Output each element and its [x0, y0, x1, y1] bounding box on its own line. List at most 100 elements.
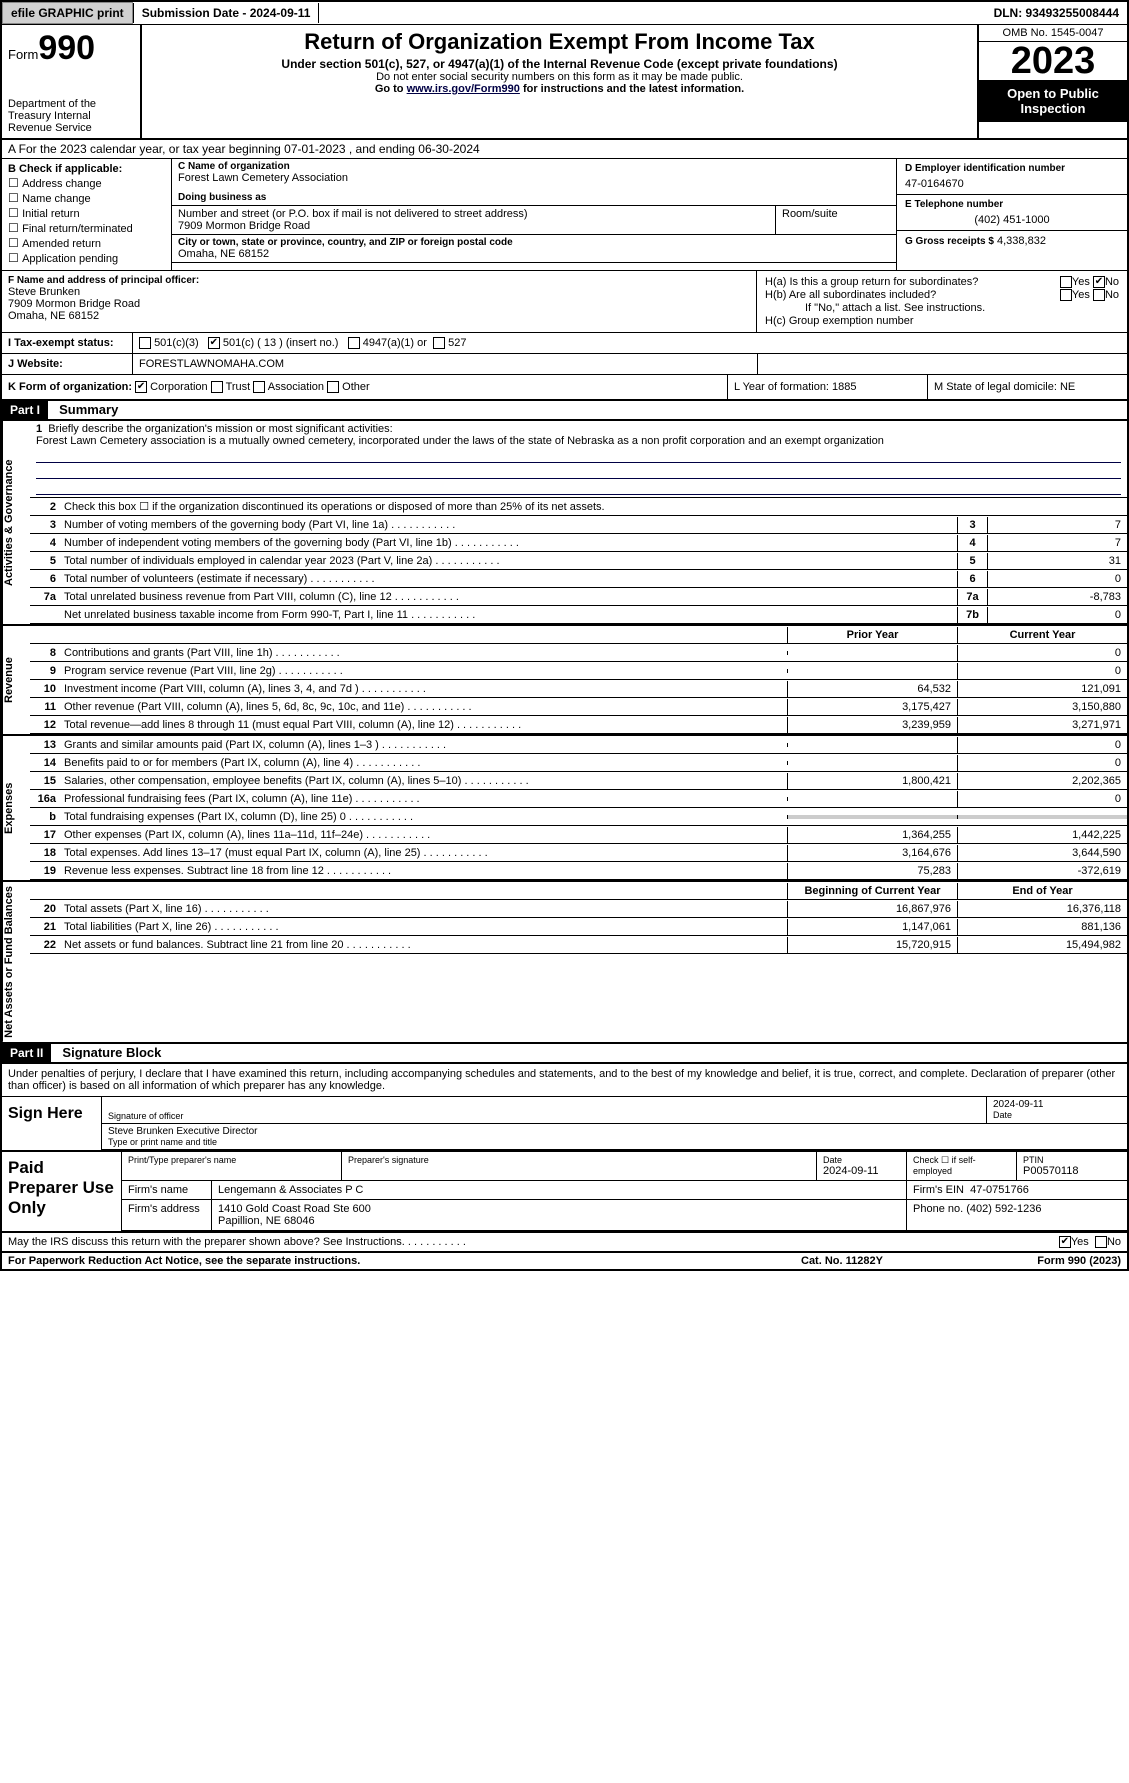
- current-year-hdr: Current Year: [957, 627, 1127, 643]
- firm-name: Lengemann & Associates P C: [212, 1181, 907, 1199]
- open-public-badge: Open to Public Inspection: [979, 80, 1127, 122]
- discuss-yes[interactable]: [1059, 1236, 1071, 1248]
- subtitle-1: Under section 501(c), 527, or 4947(a)(1)…: [150, 57, 969, 71]
- firm-addr-cap: Firm's address: [122, 1200, 212, 1230]
- ein-caption: D Employer identification number: [905, 163, 1119, 174]
- ck-4947[interactable]: [348, 337, 360, 349]
- name-caption: C Name of organization: [178, 161, 890, 172]
- prior-year-hdr: Prior Year: [787, 627, 957, 643]
- city-caption: City or town, state or province, country…: [178, 237, 890, 248]
- firm-ein-cap: Firm's EIN: [913, 1184, 964, 1196]
- prep-date: 2024-09-11: [823, 1165, 900, 1177]
- date-caption: Date: [993, 1110, 1121, 1120]
- check-amended[interactable]: Amended return: [8, 236, 165, 250]
- part2-header: Part II Signature Block: [2, 1042, 1127, 1064]
- no-label: No: [1107, 1236, 1121, 1248]
- colb-caption: B Check if applicable:: [8, 163, 122, 175]
- officer-name: Steve Brunken: [8, 286, 750, 298]
- ck-assoc[interactable]: [253, 381, 265, 393]
- tax-status-row: I Tax-exempt status: 501(c)(3) 501(c) ( …: [2, 333, 1127, 354]
- prep-name-cap: Print/Type preparer's name: [128, 1155, 335, 1165]
- sig-date: 2024-09-11: [993, 1099, 1121, 1110]
- activities-governance: Activities & Governance 1 Briefly descri…: [2, 421, 1127, 624]
- website-row: J Website: FORESTLAWNOMAHA.COM: [2, 354, 1127, 375]
- part1-header: Part I Summary: [2, 401, 1127, 421]
- summary-line: 16aProfessional fundraising fees (Part I…: [30, 790, 1127, 808]
- dln-label: DLN: 93493255008444: [986, 3, 1127, 23]
- ha-yes[interactable]: [1060, 276, 1072, 288]
- gov-line: 3Number of voting members of the governi…: [30, 516, 1127, 534]
- summary-line: 9Program service revenue (Part VIII, lin…: [30, 662, 1127, 680]
- ha-no[interactable]: [1093, 276, 1105, 288]
- footer-formno: Form 990 (2023): [961, 1255, 1121, 1267]
- firm-ein: 47-0751766: [970, 1184, 1029, 1196]
- firm-cap: Firm's name: [122, 1181, 212, 1199]
- subtitle-3: Go to www.irs.gov/Form990 for instructio…: [150, 83, 969, 95]
- form-number: 990: [38, 29, 95, 67]
- vlabel-rev: Revenue: [2, 626, 30, 734]
- check-pending[interactable]: Application pending: [8, 251, 165, 265]
- summary-line: 12Total revenue—add lines 8 through 11 (…: [30, 716, 1127, 734]
- ha-line: H(a) Is this a group return for subordin…: [765, 276, 1119, 288]
- ptin-cap: PTIN: [1023, 1155, 1121, 1165]
- gov-line: 5Total number of individuals employed in…: [30, 552, 1127, 570]
- lbl-other: Other: [342, 381, 370, 393]
- ck-501c3[interactable]: [139, 337, 151, 349]
- k-org-row: K Form of organization: Corporation Trus…: [2, 375, 1127, 401]
- begin-year-hdr: Beginning of Current Year: [787, 883, 957, 899]
- sign-here-block: Sign Here Signature of officer 2024-09-1…: [2, 1097, 1127, 1152]
- q2-text: Check this box ☐ if the organization dis…: [60, 498, 1127, 515]
- yes-label: Yes: [1071, 1236, 1089, 1248]
- summary-line: 22Net assets or fund balances. Subtract …: [30, 936, 1127, 954]
- page-footer: For Paperwork Reduction Act Notice, see …: [2, 1253, 1127, 1269]
- firm-addr1: 1410 Gold Coast Road Ste 600: [218, 1203, 900, 1215]
- ein-value: 47-0164670: [905, 174, 1119, 190]
- ck-other[interactable]: [327, 381, 339, 393]
- irs-link[interactable]: www.irs.gov/Form990: [407, 83, 520, 95]
- hb-yes[interactable]: [1060, 289, 1072, 301]
- check-initial-return[interactable]: Initial return: [8, 206, 165, 220]
- subtitle-2: Do not enter social security numbers on …: [150, 71, 969, 83]
- lbl-corp: Corporation: [150, 381, 207, 393]
- summary-line: 8Contributions and grants (Part VIII, li…: [30, 644, 1127, 662]
- lbl-501c: 501(c) ( 13 ) (insert no.): [223, 337, 339, 349]
- check-name-change[interactable]: Name change: [8, 191, 165, 205]
- k-label: K Form of organization:: [8, 381, 132, 393]
- lbl-527: 527: [448, 337, 466, 349]
- part2-badge: Part II: [2, 1044, 51, 1062]
- prep-date-cap: Date: [823, 1155, 900, 1165]
- summary-line: 18Total expenses. Add lines 13–17 (must …: [30, 844, 1127, 862]
- ck-527[interactable]: [433, 337, 445, 349]
- discuss-no[interactable]: [1095, 1236, 1107, 1248]
- efile-button[interactable]: efile GRAPHIC print: [2, 2, 133, 24]
- summary-line: 14Benefits paid to or for members (Part …: [30, 754, 1127, 772]
- entity-section: B Check if applicable: Address change Na…: [2, 159, 1127, 271]
- name-caption: Type or print name and title: [108, 1137, 1121, 1147]
- org-name: Forest Lawn Cemetery Association: [178, 172, 890, 184]
- expenses-section: Expenses 13Grants and similar amounts pa…: [2, 734, 1127, 880]
- phone-cap: Phone no.: [913, 1203, 963, 1215]
- q1-text: Briefly describe the organization's miss…: [48, 423, 392, 435]
- ck-corp[interactable]: [135, 381, 147, 393]
- summary-line: 21Total liabilities (Part X, line 26)1,1…: [30, 918, 1127, 936]
- hb-no[interactable]: [1093, 289, 1105, 301]
- check-address-change[interactable]: Address change: [8, 176, 165, 190]
- check-final-return[interactable]: Final return/terminated: [8, 221, 165, 235]
- officer-addr1: 7909 Mormon Bridge Road: [8, 298, 750, 310]
- col-b-checks: B Check if applicable: Address change Na…: [2, 159, 172, 270]
- state-domicile: M State of legal domicile: NE: [927, 375, 1127, 399]
- mission-line2: [36, 465, 1121, 479]
- gov-line: 7aTotal unrelated business revenue from …: [30, 588, 1127, 606]
- dba-caption: Doing business as: [178, 192, 890, 203]
- street-address: 7909 Mormon Bridge Road: [178, 220, 769, 232]
- gross-caption: G Gross receipts $: [905, 236, 994, 247]
- ck-501c[interactable]: [208, 337, 220, 349]
- tax-year: 2023: [979, 42, 1127, 80]
- j-label: J Website:: [2, 354, 132, 374]
- vlabel-exp: Expenses: [2, 736, 30, 880]
- footer-catno: Cat. No. 11282Y: [801, 1255, 961, 1267]
- website-value: FORESTLAWNOMAHA.COM: [132, 354, 757, 374]
- firm-addr2: Papillion, NE 68046: [218, 1215, 900, 1227]
- tax-period: A For the 2023 calendar year, or tax yea…: [2, 140, 1127, 159]
- ck-trust[interactable]: [211, 381, 223, 393]
